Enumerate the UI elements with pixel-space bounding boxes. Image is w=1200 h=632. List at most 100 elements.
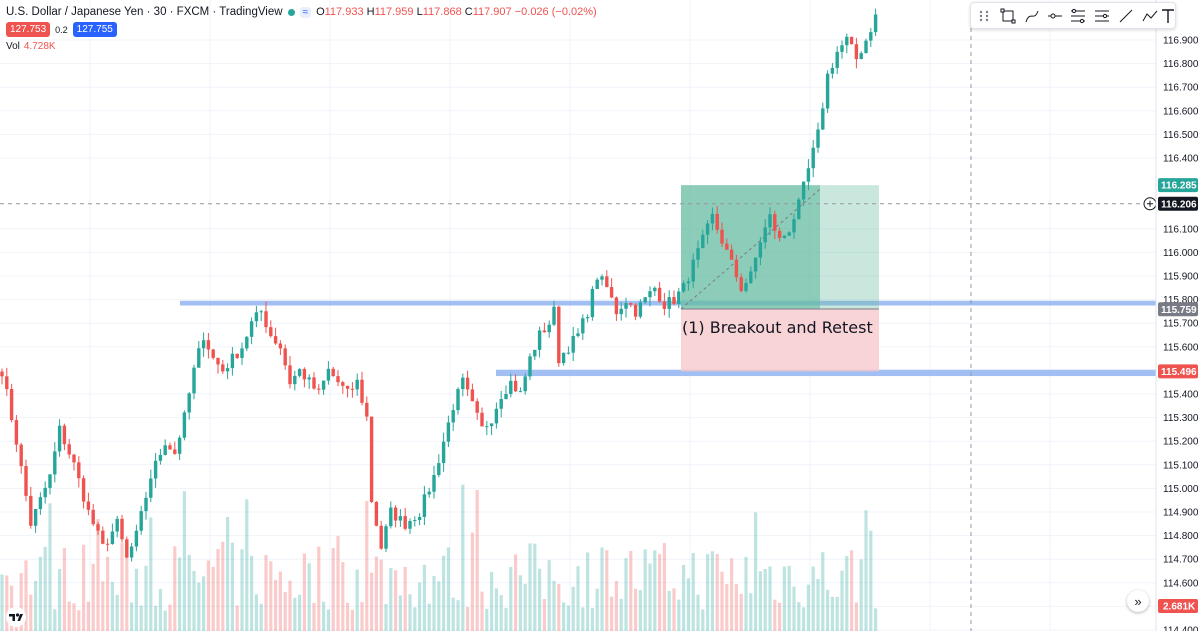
buy-button[interactable]: 127.755 [72, 22, 117, 37]
candle-body [125, 539, 129, 558]
add-alert-icon[interactable] [1143, 197, 1157, 211]
volume-bar [182, 491, 186, 631]
volume-bar [331, 548, 335, 631]
candle-body [24, 466, 28, 496]
volume-bar [869, 530, 873, 631]
drawing-toolbar [970, 2, 1176, 29]
volume-bar [581, 607, 585, 631]
candle-body [499, 399, 503, 409]
profit-zone-extension [820, 185, 879, 310]
volume-bar [667, 591, 671, 631]
price-tick-label: 114.600 [1163, 578, 1199, 589]
tradingview-logo-icon[interactable] [5, 607, 27, 627]
volume-bar [58, 568, 62, 631]
volume-bar [648, 563, 652, 631]
spread-value: 0.2 [55, 24, 68, 35]
candle-body [849, 36, 854, 45]
trend-line-icon[interactable] [1117, 7, 1135, 25]
price-tick-label: 114.800 [1163, 531, 1199, 542]
candle-body [629, 303, 633, 305]
candle-body [638, 302, 643, 317]
sell-button[interactable]: 127.753 [6, 22, 51, 37]
candle-body [504, 393, 508, 400]
fib-icon[interactable] [1093, 7, 1111, 25]
candle-body [734, 259, 739, 278]
candle-body [744, 283, 748, 291]
candle-body [374, 501, 379, 526]
candle-body [801, 181, 806, 200]
volume-bar [125, 546, 129, 631]
symbol-title[interactable]: U.S. Dollar / Japanese Yen · 30 · FXCM ·… [6, 6, 283, 18]
path-icon[interactable] [1023, 7, 1041, 25]
price-label-bg [1158, 364, 1198, 379]
price-tick-label: 116.800 [1163, 59, 1199, 70]
candle-body [57, 425, 62, 452]
candle-body [77, 462, 81, 479]
candle-body [365, 402, 369, 417]
candle-body [384, 526, 388, 549]
scroll-to-realtime-button[interactable]: » [1127, 590, 1149, 612]
candle-body [581, 318, 585, 334]
volume-bar [586, 552, 590, 631]
candle-body [413, 520, 417, 522]
volume-bar [259, 603, 263, 631]
candle-body [705, 223, 710, 235]
candle-body [686, 281, 691, 284]
volume-bar [163, 610, 167, 631]
candle-body [696, 248, 700, 260]
candle-body [297, 369, 302, 376]
volume-bar [720, 571, 724, 631]
candle-body [485, 426, 489, 428]
candle-body [293, 375, 297, 385]
candle-body [561, 352, 566, 364]
price-tick-label: 116.000 [1163, 248, 1199, 259]
stop-zone [681, 309, 879, 372]
long-position-tool[interactable] [680, 185, 879, 372]
candle-body [273, 336, 278, 344]
horizontal-ray-icon[interactable] [1046, 7, 1064, 25]
candle-body [509, 380, 513, 394]
candle-body [105, 543, 110, 545]
open-value: 117.933 [324, 6, 364, 18]
price-axis[interactable]: 116.900 116.800 116.700 116.600 116.500 116.4… [1155, 0, 1200, 631]
breakout-annotation[interactable]: (1) Breakout and Retest [682, 318, 873, 337]
drag-icon[interactable] [975, 7, 993, 25]
volume-bar [533, 543, 537, 631]
rectangle-icon[interactable] [999, 7, 1017, 25]
ohlc-values: O117.933 H117.959 L117.868 C117.907 −0.0… [316, 6, 597, 18]
volume-bar [466, 607, 470, 631]
candle-body [542, 330, 547, 333]
candle-body [768, 214, 772, 228]
candle-body [662, 301, 667, 309]
volume-bar [288, 580, 292, 631]
volume-bar [672, 588, 676, 631]
volume-bar [749, 593, 753, 631]
candle-body [475, 401, 479, 413]
candle-body [249, 321, 254, 337]
polyline-icon[interactable] [1141, 7, 1159, 25]
candle-body [811, 147, 815, 169]
candle-body [441, 441, 446, 464]
candle-body [341, 382, 345, 386]
candle-body [321, 380, 326, 390]
volume-bar [518, 575, 522, 631]
candle-body [648, 291, 652, 298]
candle-body [633, 304, 638, 317]
volume-bar [562, 602, 566, 631]
price-tick-label: 116.700 [1163, 83, 1199, 94]
volume-bar [874, 608, 878, 631]
volume-bar [859, 559, 863, 631]
channel-icon[interactable] [1069, 7, 1087, 25]
volume-bar [557, 583, 561, 631]
price-tick-label: 114.900 [1163, 508, 1199, 519]
volume-bar [854, 602, 858, 631]
volume-bar [374, 556, 378, 631]
volume-bar [432, 575, 436, 631]
candle-body [835, 51, 839, 68]
text-icon[interactable] [1159, 7, 1177, 25]
volume-bar [566, 605, 570, 631]
candle-body [408, 520, 412, 529]
candle-body [221, 364, 225, 372]
volume-bar [514, 554, 518, 631]
